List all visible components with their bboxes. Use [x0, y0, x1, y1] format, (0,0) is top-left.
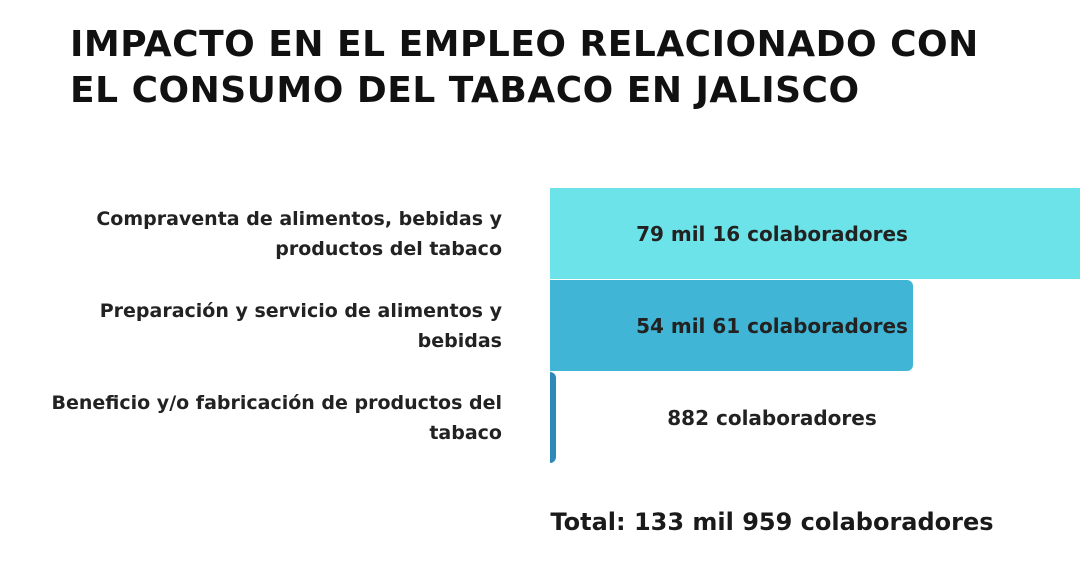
value-label: 79 mil 16 colaboradores — [636, 222, 908, 246]
category-label: Compraventa de alimentos, bebidas y prod… — [96, 208, 502, 260]
bar — [550, 280, 913, 371]
value-label: 882 colaboradores — [667, 406, 877, 430]
value-label: 54 mil 61 colaboradores — [636, 314, 908, 338]
bar — [550, 372, 556, 463]
total-label: Total: 133 mil 959 colaboradores — [550, 508, 994, 536]
bar — [550, 188, 1080, 279]
chart-title: IMPACTO EN EL EMPLEO RELACIONADO CON EL … — [70, 24, 979, 111]
category-label: Preparación y servicio de alimentos y be… — [99, 300, 502, 352]
category-label: Beneficio y/o fabricación de productos d… — [51, 392, 503, 444]
